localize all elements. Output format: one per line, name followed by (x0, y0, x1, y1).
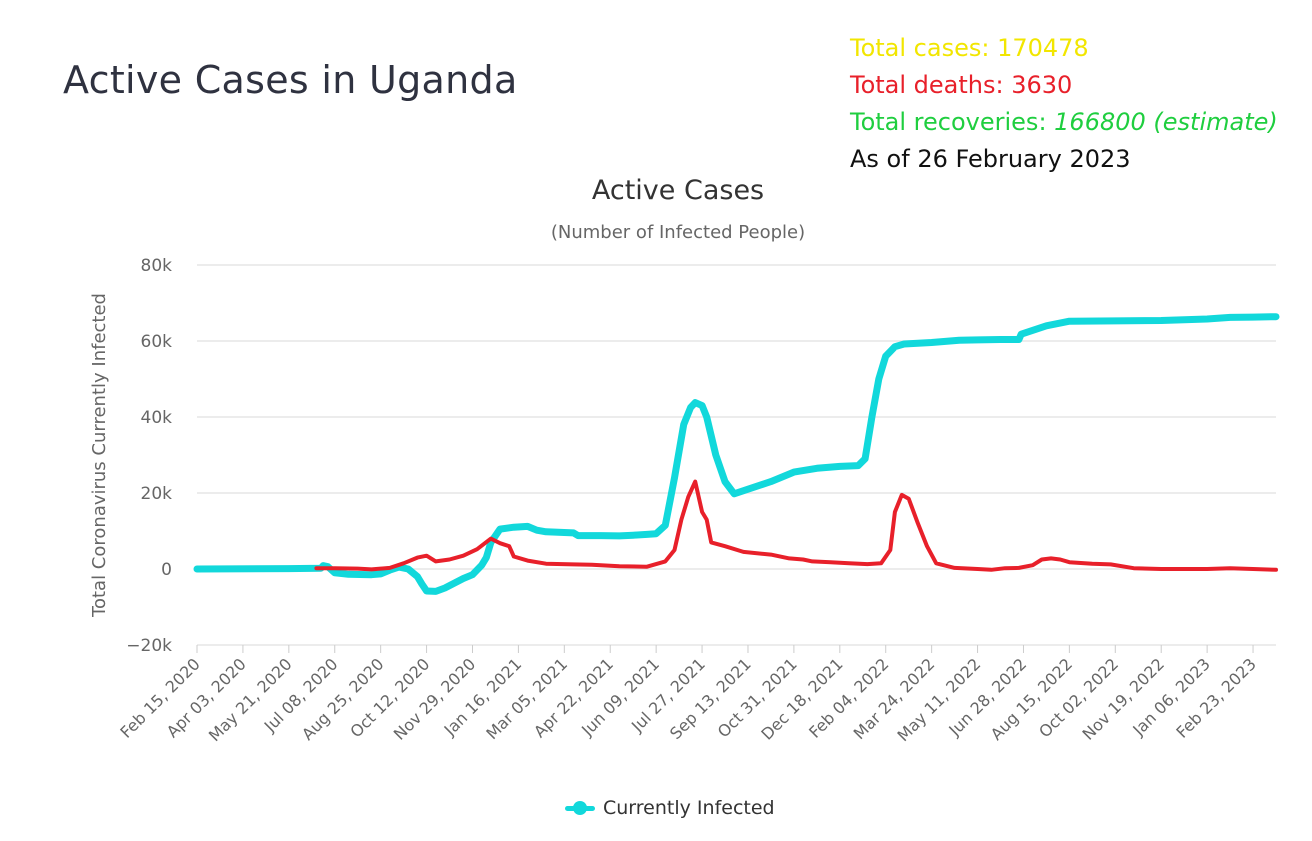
x-tick-label: Oct 02, 2022 (1035, 654, 1122, 741)
y-tick-label: 20k (141, 484, 173, 504)
y-tick-label: 80k (141, 256, 173, 276)
y-tick-label: 40k (141, 408, 173, 428)
x-tick-label: Mar 05, 2021 (482, 654, 571, 743)
y-axis-ticks: 80k 60k 40k 20k 0 −20k (126, 256, 172, 656)
x-tick-label: Oct 12, 2020 (346, 654, 433, 741)
x-tick-label: Sep 13, 2021 (666, 654, 755, 743)
chart-title: Active Cases (592, 175, 764, 206)
y-tick-label: −20k (126, 636, 172, 656)
chart-subtitle: (Number of Infected People) (551, 222, 805, 243)
chart-legend[interactable]: Currently Infected (565, 797, 775, 819)
x-tick-label: Feb 15, 2020 (116, 654, 203, 741)
legend-swatch (565, 803, 595, 813)
x-tick-label: Oct 31, 2021 (714, 654, 801, 741)
y-tick-label: 0 (161, 560, 172, 580)
series-line-deaths-overlay[interactable] (316, 482, 1276, 570)
legend-label-currently-infected: Currently Infected (603, 797, 775, 819)
series-layer (197, 317, 1276, 592)
x-tick-label: Mar 24, 2022 (850, 654, 939, 743)
x-tick-label: Apr 22, 2021 (530, 654, 617, 741)
x-tick-label: Apr 03, 2020 (163, 654, 250, 741)
x-tick-label: Feb 04, 2022 (805, 654, 892, 741)
x-tick-label: Feb 23, 2023 (1172, 654, 1259, 741)
y-axis-title: Total Coronavirus Currently Infected (89, 293, 110, 618)
y-tick-label: 60k (141, 332, 173, 352)
legend-swatch-marker (573, 801, 587, 815)
